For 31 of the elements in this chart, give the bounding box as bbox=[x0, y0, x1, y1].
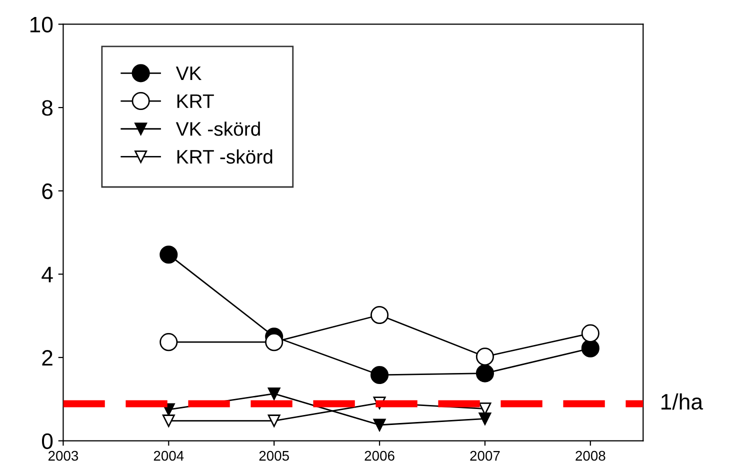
point bbox=[268, 414, 280, 428]
ref-line-label: 1/ha bbox=[661, 393, 704, 410]
point bbox=[476, 348, 494, 366]
x-tick-label: 2006 bbox=[364, 450, 394, 461]
point bbox=[478, 412, 492, 425]
point bbox=[476, 364, 494, 382]
point bbox=[370, 306, 389, 324]
y-tick-label: 0 bbox=[42, 433, 53, 450]
x-tick-label: 2004 bbox=[154, 450, 184, 461]
legend-label: VK bbox=[176, 66, 202, 80]
x-tick-label: 2003 bbox=[48, 450, 78, 461]
point bbox=[160, 333, 178, 352]
y-tick-label: 6 bbox=[42, 183, 53, 200]
point bbox=[373, 418, 386, 432]
x-tick-label: 2008 bbox=[576, 450, 606, 461]
point bbox=[268, 387, 280, 400]
point bbox=[581, 339, 600, 358]
point bbox=[162, 414, 175, 428]
y-tick-label: 10 bbox=[30, 16, 53, 32]
legend-label: KRT -skörd bbox=[177, 149, 272, 164]
legend-label: VK -skörd bbox=[176, 122, 260, 136]
point bbox=[370, 366, 389, 384]
y-tick-label: 8 bbox=[42, 100, 53, 116]
x-tick-label: 2005 bbox=[259, 450, 289, 461]
y-tick-label: 4 bbox=[42, 266, 53, 282]
x-tick-label: 2007 bbox=[470, 450, 500, 461]
point bbox=[265, 333, 284, 352]
legend-label: KRT bbox=[177, 94, 214, 108]
point bbox=[581, 324, 600, 342]
y-tick-label: 2 bbox=[42, 350, 52, 366]
point bbox=[160, 246, 178, 264]
